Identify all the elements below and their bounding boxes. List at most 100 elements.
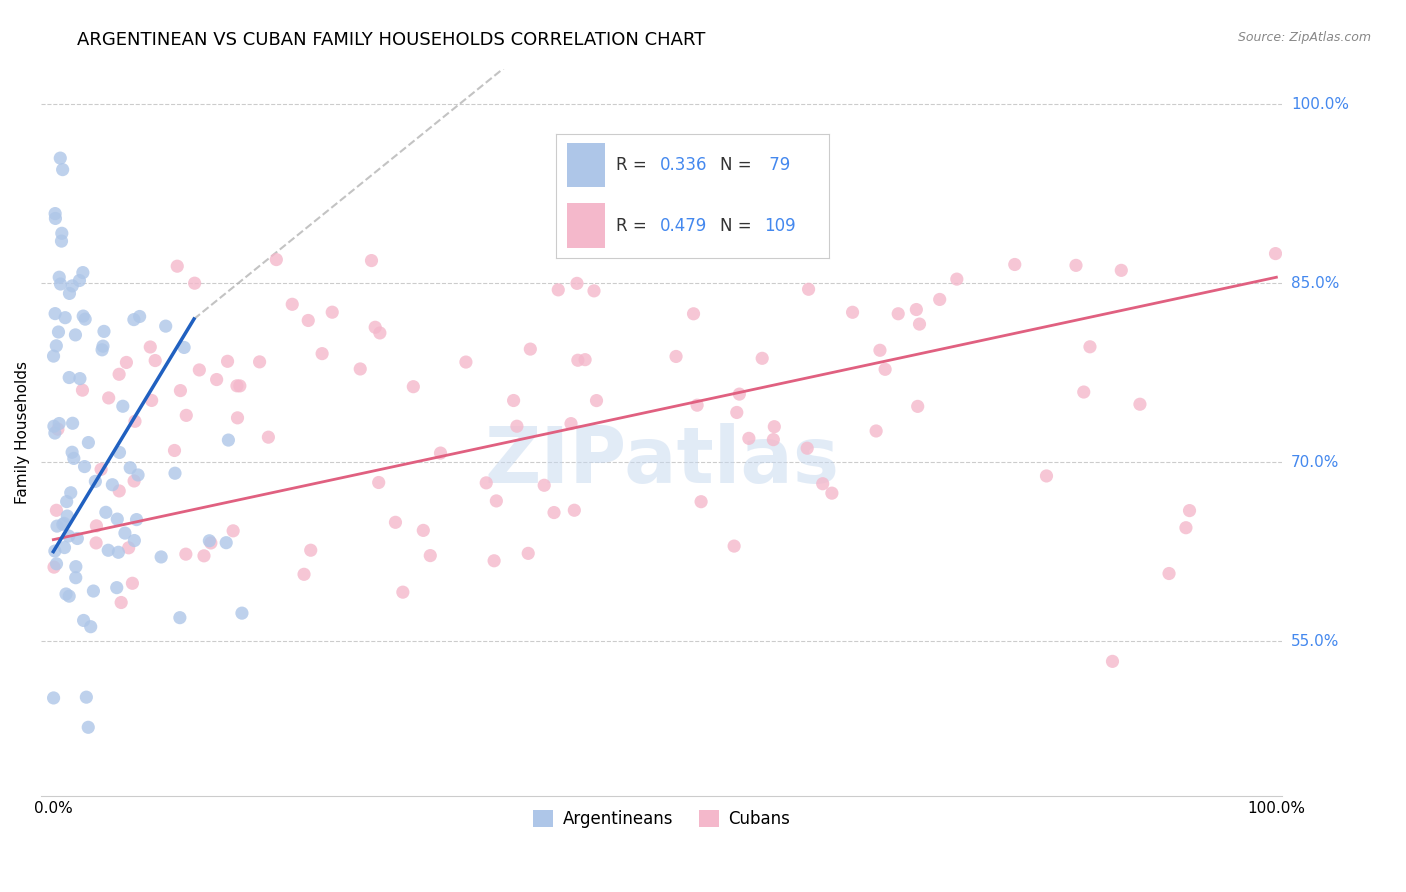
Point (562, 503, 585, 517)
Point (44, 211, 66, 226)
Point (91, 339, 114, 353)
Point (565, 277, 588, 291)
Point (690, 494, 713, 508)
Point (125, 513, 148, 527)
Point (229, 379, 252, 393)
Point (875, 362, 897, 376)
Point (65, 327, 87, 342)
Point (215, 535, 238, 549)
Text: Source: ZipAtlas.com: Source: ZipAtlas.com (1237, 31, 1371, 45)
Point (475, 475, 498, 490)
Point (519, 342, 541, 356)
Point (249, 355, 271, 369)
Point (77, 720, 100, 734)
Point (62, 417, 84, 431)
Point (84, 475, 107, 489)
Point (349, 362, 371, 376)
Point (94, 505, 117, 519)
Point (72, 383, 94, 397)
Point (155, 319, 177, 334)
Point (44, 206, 66, 220)
Point (42, 419, 65, 434)
Point (143, 353, 166, 368)
Point (84, 536, 107, 550)
Point (128, 310, 150, 324)
Point (908, 317, 931, 331)
Point (44, 425, 66, 440)
Point (567, 353, 589, 368)
Point (111, 399, 134, 413)
Point (46, 422, 69, 436)
Point (42, 349, 65, 363)
Point (429, 446, 451, 460)
Point (188, 363, 211, 377)
Point (90, 462, 112, 476)
Point (1178, 503, 1201, 517)
Point (226, 379, 249, 393)
Point (169, 384, 191, 398)
Point (905, 302, 928, 317)
Point (115, 355, 138, 369)
Point (368, 326, 391, 340)
Point (360, 253, 382, 268)
Point (52, 162, 75, 177)
Point (45, 503, 67, 517)
Point (93, 325, 115, 339)
Point (124, 533, 146, 548)
Point (44, 544, 66, 558)
Point (841, 305, 863, 319)
Point (582, 284, 605, 298)
Point (533, 478, 555, 492)
Point (1157, 566, 1180, 581)
Point (1264, 246, 1286, 260)
Point (419, 549, 441, 563)
Point (122, 312, 145, 326)
Point (174, 409, 197, 423)
Point (110, 595, 132, 609)
Point (392, 585, 415, 599)
Point (53, 541, 76, 555)
Point (865, 424, 887, 438)
Point (928, 293, 950, 307)
Point (45, 557, 67, 571)
Point (107, 545, 129, 559)
Point (231, 606, 253, 620)
Point (69, 273, 91, 287)
Point (321, 305, 343, 319)
Point (311, 346, 333, 360)
Point (118, 541, 141, 555)
Point (66, 532, 89, 546)
Point (127, 467, 149, 482)
Point (1109, 263, 1132, 277)
Point (55, 587, 77, 601)
Point (686, 398, 709, 412)
Point (48, 325, 70, 339)
Point (139, 340, 162, 354)
Point (299, 543, 322, 558)
Point (60, 445, 83, 459)
Point (55, 494, 77, 508)
Point (1101, 654, 1123, 668)
Point (506, 419, 529, 434)
Point (56, 509, 79, 524)
Point (1174, 521, 1197, 535)
Point (222, 524, 245, 538)
Point (281, 297, 304, 311)
Y-axis label: Family Households: Family Households (15, 360, 30, 504)
Point (543, 506, 565, 520)
Point (1064, 259, 1087, 273)
Point (97, 543, 120, 558)
Point (108, 368, 131, 382)
Point (65, 559, 87, 574)
Point (49, 151, 72, 165)
Point (65, 571, 87, 585)
Point (217, 354, 239, 368)
Point (108, 483, 131, 498)
Point (723, 539, 745, 553)
Text: 100.0%: 100.0% (1291, 97, 1348, 112)
Point (887, 307, 910, 321)
Point (728, 387, 751, 401)
Point (42, 690, 65, 705)
Point (53, 516, 76, 531)
Point (44, 307, 66, 321)
